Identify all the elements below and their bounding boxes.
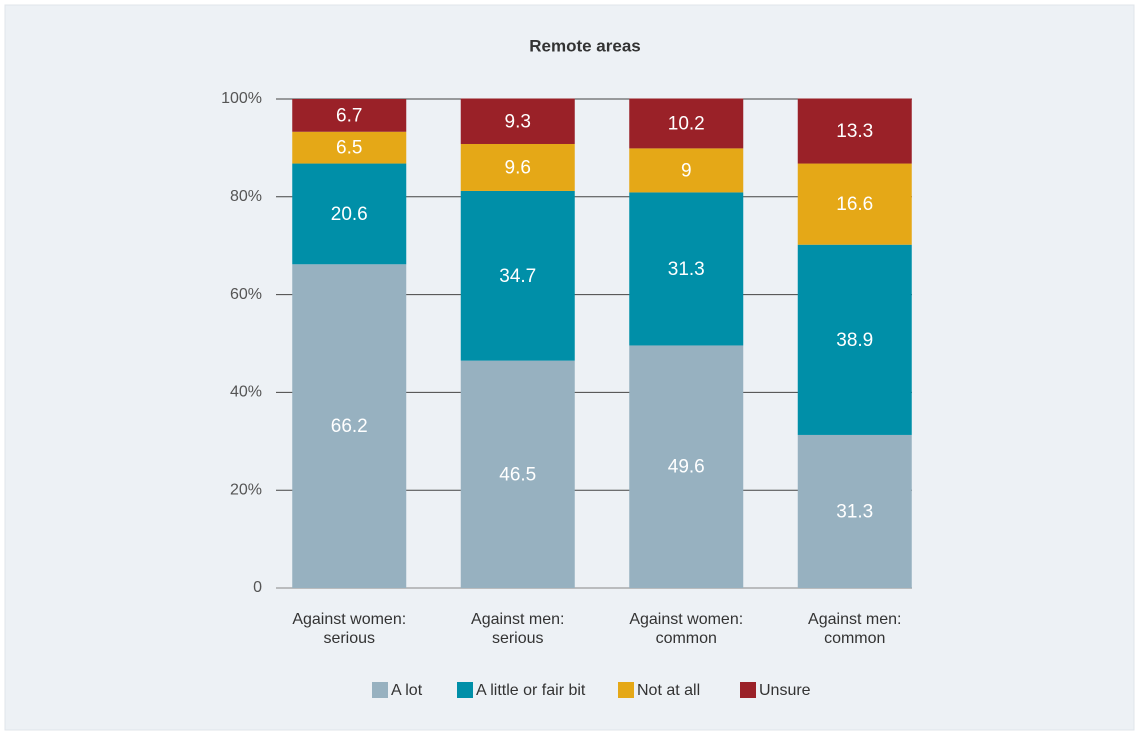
x-tick-line: Against men: (808, 611, 901, 628)
y-tick-label: 60% (230, 286, 262, 303)
legend-swatch (457, 682, 473, 698)
data-label: 9.6 (505, 157, 531, 178)
legend-label: Unsure (759, 682, 811, 699)
data-label: 10.2 (668, 113, 705, 134)
x-tick-line: serious (323, 630, 375, 647)
bar-segment (292, 264, 407, 588)
bar-segment (797, 434, 912, 588)
bar-segment (292, 163, 407, 265)
bar-segment (797, 163, 912, 245)
x-tick-line: Against women: (629, 611, 743, 628)
data-label: 34.7 (499, 266, 536, 287)
bar-segment (460, 143, 575, 191)
legend-swatch (372, 682, 388, 698)
y-tick-label: 0 (253, 579, 262, 596)
bar-segment (292, 99, 407, 132)
data-label: 38.9 (836, 330, 873, 351)
data-label: 9.3 (505, 111, 531, 132)
x-tick-label: Against men: common (808, 611, 901, 647)
data-label: 6.7 (336, 105, 362, 126)
legend-label: A little or fair bit (476, 682, 586, 699)
bar-segment (629, 192, 744, 346)
y-tick-label: 20% (230, 481, 262, 498)
y-tick-label: 40% (230, 384, 262, 401)
bar-segment (629, 98, 744, 149)
x-tick-line: common (824, 630, 885, 647)
data-label: 13.3 (836, 121, 873, 142)
data-label: 66.2 (331, 416, 368, 437)
bar-segment (629, 345, 744, 588)
data-label: 49.6 (668, 457, 705, 478)
y-tick-label: 80% (230, 188, 262, 205)
bar-segment (797, 244, 912, 435)
x-tick-line: Against men: (471, 611, 564, 628)
bar-segment (460, 98, 575, 144)
x-tick-line: Against women: (292, 611, 406, 628)
bar-segment (797, 98, 912, 164)
data-label: 16.6 (836, 194, 873, 215)
legend-swatch (740, 682, 756, 698)
x-tick-line: common (656, 630, 717, 647)
bar-segment (460, 360, 575, 588)
y-tick-label: 100% (221, 90, 262, 107)
bar-segment (460, 190, 575, 361)
data-label: 46.5 (499, 464, 536, 485)
x-tick-label: Against women: common (629, 611, 743, 647)
x-tick-line: serious (492, 630, 544, 647)
legend-label: Not at all (637, 682, 700, 699)
bar-segment (292, 131, 407, 164)
data-label: 6.5 (336, 138, 362, 159)
x-tick-label: Against women: serious (292, 611, 406, 647)
data-label: 9 (681, 160, 692, 181)
data-label: 31.3 (836, 501, 873, 522)
data-label: 31.3 (668, 259, 705, 280)
legend-label: A lot (391, 682, 423, 699)
data-label: 20.6 (331, 204, 368, 225)
legend-swatch (618, 682, 634, 698)
bar-segment (629, 148, 744, 193)
chart-title: Remote areas (529, 36, 641, 55)
x-tick-label: Against men: serious (471, 611, 564, 647)
